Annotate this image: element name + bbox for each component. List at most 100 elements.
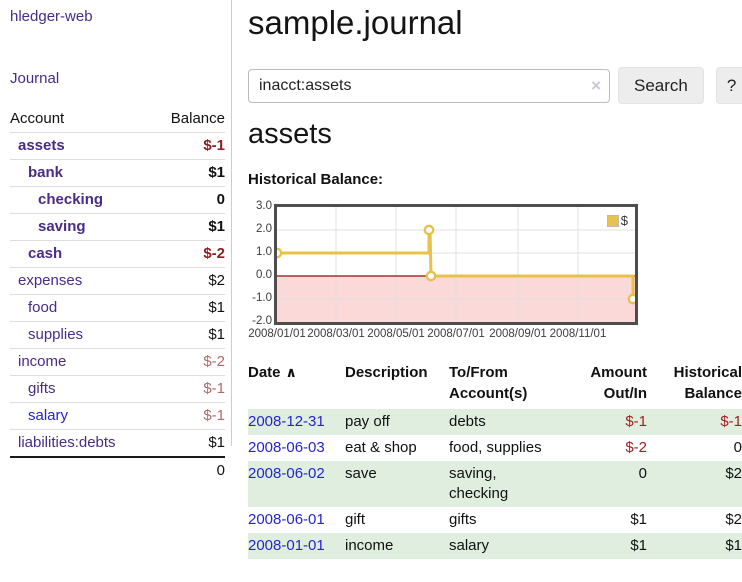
register-header-accounts: To/From Account(s) [449, 364, 528, 402]
register-row: 2008-06-01 gift gifts $1 $2 [248, 507, 742, 533]
account-link-cash[interactable]: cash [28, 245, 63, 262]
account-column-header: Account [10, 110, 65, 127]
chart-section-label: Historical Balance: [248, 171, 384, 188]
transaction-description: income [345, 537, 394, 554]
search-input[interactable] [248, 68, 610, 103]
account-row: assets $-1 [10, 132, 225, 160]
account-balance: $1 [152, 429, 225, 457]
account-row: saving $1 [10, 213, 225, 241]
account-balance: $-1 [152, 402, 225, 430]
register-header-date[interactable]: Date ∧ [248, 364, 297, 381]
account-link-gifts[interactable]: gifts [28, 380, 56, 397]
account-link-assets[interactable]: assets [18, 137, 65, 154]
y-axis-tick: -1.0 [252, 292, 272, 304]
y-axis-tick: -2.0 [252, 315, 272, 327]
register-row: 2008-01-01 income salary $1 $1 [248, 533, 742, 559]
sidebar: hledger-web Journal Account Balance asse… [0, 0, 232, 484]
legend-label: $ [620, 213, 628, 228]
transaction-accounts: saving, checking [449, 465, 509, 502]
account-balance: $1 [152, 213, 225, 241]
register-table: Date ∧ Description To/From Account(s) Amo… [248, 362, 742, 559]
account-row: checking 0 [10, 186, 225, 214]
app-title-link[interactable]: hledger-web [10, 8, 93, 25]
transaction-accounts: gifts [449, 511, 477, 528]
transaction-balance: $2 [725, 511, 742, 528]
accounts-total-value: 0 [152, 456, 225, 484]
account-balance: $-1 [152, 375, 225, 403]
account-row: liabilities:debts $1 [10, 429, 225, 457]
transaction-amount: 0 [638, 465, 647, 482]
x-axis-tick: 2008/07/01 [427, 328, 485, 340]
transaction-amount: $-2 [625, 439, 647, 456]
account-row: supplies $1 [10, 321, 225, 349]
account-row: food $1 [10, 294, 225, 322]
y-axis-tick: 1.0 [256, 246, 272, 258]
register-header-description: Description [345, 364, 428, 381]
account-balance: $1 [152, 294, 225, 322]
accounts-total-row: 0 [10, 456, 225, 484]
account-row: salary $-1 [10, 402, 225, 430]
account-link-checking[interactable]: checking [38, 191, 104, 208]
account-row: bank $1 [10, 159, 225, 187]
account-balance: $-1 [152, 132, 225, 160]
account-link-supplies[interactable]: supplies [28, 326, 84, 343]
transaction-description: eat & shop [345, 439, 417, 456]
x-axis-tick: 2008/05/01 [367, 328, 425, 340]
search-button[interactable]: Search [618, 67, 704, 104]
y-axis-tick: 0.0 [256, 269, 272, 281]
register-header-amount: Amount Out/In [590, 364, 647, 402]
legend-swatch-icon [606, 214, 619, 227]
account-link-liabilities-debts[interactable]: liabilities:debts [18, 434, 116, 451]
account-balance: 0 [152, 186, 225, 214]
account-link-saving[interactable]: saving [38, 218, 86, 235]
transaction-amount: $1 [630, 511, 647, 528]
transaction-date-link[interactable]: 2008-06-02 [248, 465, 325, 482]
x-axis-tick: 2008/01/01 [248, 328, 306, 340]
account-balance: $2 [152, 267, 225, 295]
account-link-expenses[interactable]: expenses [18, 272, 83, 289]
transaction-balance: $1 [725, 537, 742, 554]
account-row: expenses $2 [10, 267, 225, 295]
chart-legend: $ [604, 212, 630, 229]
sort-ascending-icon: ∧ [285, 364, 297, 380]
account-balance: $1 [152, 321, 225, 349]
x-axis-tick: 2008/09/01 [489, 328, 547, 340]
transaction-description: save [345, 465, 377, 482]
transaction-balance: $2 [725, 465, 742, 482]
register-row: 2008-12-31 pay off debts $-1 $-1 [248, 409, 742, 435]
transaction-date-link[interactable]: 2008-12-31 [248, 413, 325, 430]
x-axis-tick: 2008/03/01 [307, 328, 365, 340]
x-axis-tick: 2008/11/01 [549, 328, 607, 340]
y-axis-tick: 2.0 [256, 223, 272, 235]
register-row: 2008-06-03 eat & shop food, supplies $-2… [248, 435, 742, 461]
account-link-salary[interactable]: salary [28, 407, 69, 424]
account-link-income[interactable]: income [18, 353, 67, 370]
account-balance: $-2 [152, 348, 225, 376]
register-header-row: Date ∧ Description To/From Account(s) Amo… [248, 362, 742, 409]
balance-column-header: Balance [170, 110, 225, 127]
transaction-accounts: debts [449, 413, 486, 430]
accounts-table-header: Account Balance [10, 106, 225, 133]
transaction-amount: $-1 [625, 413, 647, 430]
page-title: sample.journal [248, 4, 463, 41]
chart-plot-area: $ [271, 204, 639, 325]
transaction-balance: $-1 [720, 413, 742, 430]
account-balance: $-2 [152, 240, 225, 268]
y-axis-tick: 3.0 [256, 200, 272, 212]
register-row: 2008-06-02 save saving, checking 0 $2 [248, 461, 742, 507]
transaction-date-link[interactable]: 2008-06-03 [248, 439, 325, 456]
chart-canvas [271, 207, 639, 322]
transaction-amount: $1 [630, 537, 647, 554]
transaction-description: pay off [345, 413, 390, 430]
account-link-food[interactable]: food [28, 299, 58, 316]
account-heading: assets [248, 118, 332, 150]
transaction-accounts: salary [449, 537, 490, 554]
account-row: gifts $-1 [10, 375, 225, 403]
help-button[interactable]: ? [715, 67, 742, 104]
account-link-bank[interactable]: bank [28, 164, 64, 181]
sidebar-item-journal[interactable]: Journal [10, 70, 60, 87]
historical-balance-chart: 3.0 2.0 1.0 0.0 -1.0 -2.0 [248, 200, 742, 350]
transaction-date-link[interactable]: 2008-01-01 [248, 537, 325, 554]
clear-search-icon[interactable]: × [591, 75, 601, 95]
transaction-date-link[interactable]: 2008-06-01 [248, 511, 325, 528]
